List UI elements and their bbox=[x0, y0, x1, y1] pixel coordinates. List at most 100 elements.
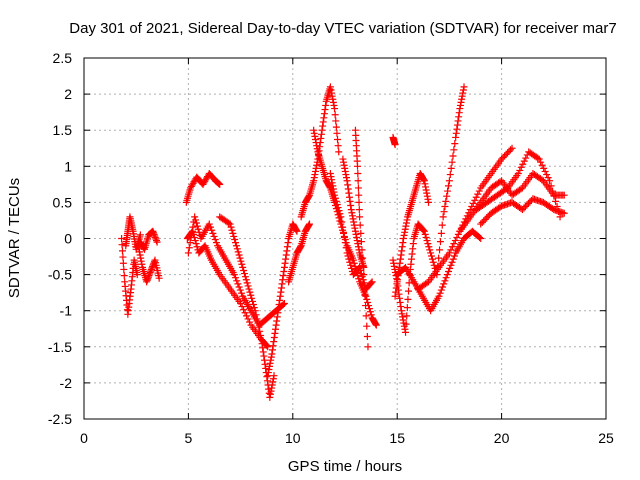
data-point-interp bbox=[436, 238, 444, 246]
data-point bbox=[136, 231, 144, 239]
data-point-interp bbox=[253, 315, 261, 323]
data-point-interp bbox=[438, 221, 446, 229]
data-point bbox=[264, 343, 272, 351]
data-point-interp bbox=[194, 225, 202, 233]
data-point-interp bbox=[342, 244, 350, 252]
y-tick-label: -1.5 bbox=[48, 339, 72, 355]
data-point bbox=[498, 155, 506, 163]
data-point-interp bbox=[543, 171, 551, 179]
data-point-interp bbox=[234, 280, 242, 288]
data-point bbox=[425, 198, 433, 206]
data-point-interp bbox=[519, 160, 527, 168]
series-sat-g bbox=[184, 213, 288, 329]
data-point-interp bbox=[453, 233, 461, 241]
data-point-interp bbox=[448, 158, 456, 166]
data-point-interp bbox=[354, 177, 362, 185]
data-point bbox=[518, 206, 526, 214]
data-point-interp bbox=[118, 241, 126, 249]
data-point bbox=[356, 213, 364, 221]
data-point-interp bbox=[331, 194, 339, 202]
data-point-interp bbox=[252, 311, 260, 319]
data-point-interp bbox=[522, 154, 530, 162]
data-point-interp bbox=[502, 150, 510, 158]
data-point-interp bbox=[336, 210, 344, 218]
data-point bbox=[560, 209, 568, 217]
data-point-interp bbox=[193, 222, 201, 230]
data-point-interp bbox=[248, 294, 256, 302]
data-point-interp bbox=[505, 147, 513, 155]
data-point-interp bbox=[526, 198, 534, 206]
data-point-interp bbox=[363, 295, 371, 303]
data-point bbox=[466, 206, 474, 214]
data-point-interp bbox=[212, 239, 220, 247]
data-point-interp bbox=[187, 233, 195, 241]
data-points bbox=[118, 83, 568, 401]
data-point bbox=[477, 235, 485, 242]
series-sat-q bbox=[389, 83, 468, 336]
data-point-interp bbox=[523, 201, 531, 209]
data-point-interp bbox=[235, 283, 243, 291]
data-point bbox=[460, 83, 468, 91]
data-point-interp bbox=[483, 214, 491, 222]
data-point-interp bbox=[454, 230, 462, 238]
data-point bbox=[445, 249, 453, 257]
data-point bbox=[508, 144, 516, 152]
data-point-interp bbox=[333, 200, 341, 208]
data-point bbox=[337, 213, 345, 221]
y-tick-label: -0.5 bbox=[48, 267, 72, 283]
data-point-interp bbox=[338, 218, 346, 226]
data-point-interp bbox=[208, 226, 216, 234]
data-point-interp bbox=[441, 277, 449, 285]
data-point-interp bbox=[235, 251, 243, 259]
data-point-interp bbox=[238, 260, 246, 268]
data-point bbox=[118, 235, 126, 242]
data-point-interp bbox=[347, 261, 355, 269]
data-point bbox=[155, 274, 163, 282]
series-sat-i bbox=[264, 220, 301, 380]
data-point-interp bbox=[354, 170, 362, 178]
data-point-interp bbox=[448, 258, 456, 266]
data-point-interp bbox=[334, 142, 342, 150]
data-point-interp bbox=[254, 319, 262, 327]
data-point bbox=[232, 242, 240, 250]
data-point-interp bbox=[419, 226, 427, 234]
data-point-interp bbox=[429, 258, 437, 266]
data-point bbox=[360, 271, 368, 279]
data-point-interp bbox=[192, 216, 200, 224]
tick-labels: 0 5 10 15 20 25 2.5 2 1.5 1 0.5 0 -0.5 -1 -1.5 -2 -2.5 bbox=[48, 50, 614, 446]
data-point-interp bbox=[345, 255, 353, 263]
data-point-interp bbox=[547, 182, 555, 190]
data-point-interp bbox=[363, 332, 371, 340]
data-point-interp bbox=[447, 164, 455, 172]
data-point-interp bbox=[428, 255, 436, 263]
data-point-interp bbox=[484, 212, 492, 220]
data-point-interp bbox=[344, 252, 352, 260]
data-point-interp bbox=[363, 322, 371, 330]
data-point-interp bbox=[439, 283, 447, 291]
data-point bbox=[362, 292, 370, 300]
data-point-interp bbox=[230, 232, 238, 240]
data-point bbox=[331, 105, 339, 113]
series-sat-m bbox=[326, 170, 376, 293]
data-point-interp bbox=[476, 233, 484, 241]
data-point-interp bbox=[333, 129, 341, 137]
data-point-interp bbox=[448, 243, 456, 251]
data-point-interp bbox=[334, 204, 342, 212]
data-point-interp bbox=[451, 140, 459, 148]
series-sat-j bbox=[285, 220, 314, 286]
data-point-interp bbox=[402, 320, 410, 328]
data-point-interp bbox=[188, 228, 196, 236]
data-point-interp bbox=[520, 204, 528, 212]
data-point-interp bbox=[534, 154, 542, 162]
data-point-interp bbox=[246, 288, 254, 296]
data-point bbox=[514, 170, 522, 178]
data-point-interp bbox=[359, 254, 367, 262]
data-point bbox=[372, 321, 380, 329]
data-point-interp bbox=[501, 152, 509, 160]
data-point-interp bbox=[451, 237, 459, 245]
data-point-interp bbox=[447, 261, 455, 269]
data-point-interp bbox=[237, 289, 245, 297]
data-point-interp bbox=[234, 248, 242, 256]
data-point-interp bbox=[120, 272, 128, 280]
data-point-interp bbox=[360, 281, 368, 289]
